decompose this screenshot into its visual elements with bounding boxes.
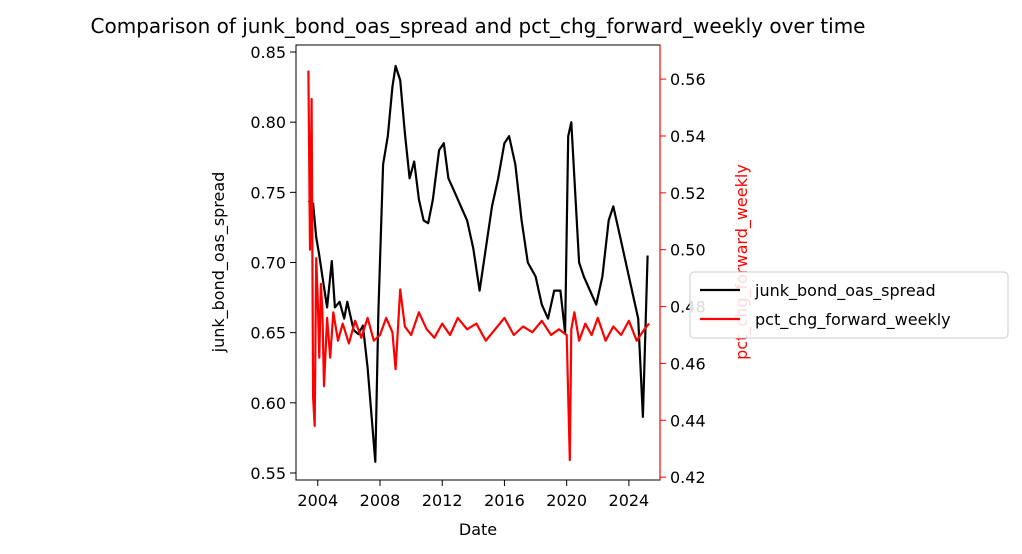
x-tick-label: 2012 [422, 491, 463, 510]
legend-label-pct-chg-forward-weekly: pct_chg_forward_weekly [755, 310, 951, 330]
right-y-tick-label: 0.56 [670, 70, 706, 89]
left-y-tick-label: 0.85 [250, 43, 286, 62]
legend-box [689, 271, 1009, 339]
right-y-tick-label: 0.54 [670, 127, 706, 146]
left-y-tick-label: 0.55 [250, 464, 286, 483]
right-y-tick-label: 0.46 [670, 354, 706, 373]
right-y-tick-label: 0.44 [670, 411, 706, 430]
x-tick-label: 2008 [360, 491, 401, 510]
right-y-tick-label: 0.52 [670, 184, 706, 203]
plot-area [295, 44, 661, 481]
left-y-tick-label: 0.70 [250, 254, 286, 273]
chart-title: Comparison of junk_bond_oas_spread and p… [91, 14, 866, 38]
right-y-tick-label: 0.42 [670, 468, 706, 487]
x-axis-label: Date [459, 520, 497, 539]
legend: junk_bond_oas_spread pct_chg_forward_wee… [689, 271, 1009, 339]
right-y-tick-label: 0.50 [670, 241, 706, 260]
left-y-tick-label: 0.65 [250, 324, 286, 343]
left-y-axis-ticks: 0.55 0.60 0.65 0.70 0.75 0.80 0.85 [250, 43, 296, 483]
left-y-tick-label: 0.60 [250, 394, 286, 413]
left-y-tick-label: 0.80 [250, 113, 286, 132]
x-tick-label: 2024 [609, 491, 650, 510]
legend-label-junk-bond-oas-spread: junk_bond_oas_spread [754, 281, 936, 301]
left-y-tick-label: 0.75 [250, 183, 286, 202]
x-tick-label: 2016 [484, 491, 525, 510]
plot-frame [295, 44, 661, 481]
x-axis-ticks: 2004 2008 2012 2016 2020 2024 [297, 480, 649, 510]
series-line-junk-bond-oas-spread [307, 64, 649, 463]
x-tick-label: 2004 [297, 491, 338, 510]
left-y-axis-label: junk_bond_oas_spread [209, 172, 229, 354]
series-line-pct-chg-forward-weekly [307, 70, 650, 462]
x-tick-label: 2020 [546, 491, 587, 510]
